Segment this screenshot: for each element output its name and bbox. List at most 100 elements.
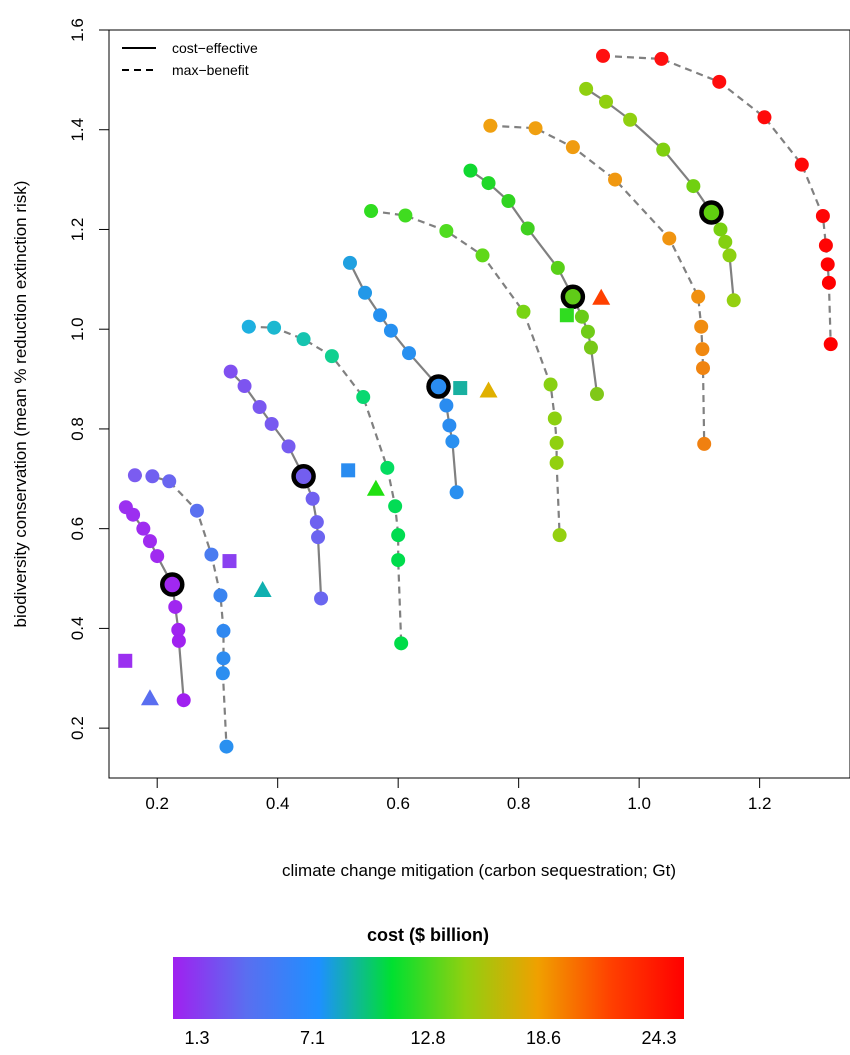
x-tick-label: 1.0 <box>627 794 651 813</box>
triangle-point <box>592 288 611 305</box>
highlighted-point <box>699 200 724 225</box>
data-point <box>552 528 567 543</box>
series-line-5 <box>349 262 458 493</box>
data-point <box>189 503 204 518</box>
data-point <box>204 547 219 562</box>
square-point <box>118 653 133 668</box>
colorbar-tick-label: 1.3 <box>184 1028 209 1048</box>
x-axis-label: climate change mitigation (carbon seques… <box>282 861 676 880</box>
data-point <box>281 439 296 454</box>
data-point <box>219 739 234 754</box>
y-tick-label: 1.6 <box>68 18 87 42</box>
y-tick-label: 1.2 <box>68 218 87 242</box>
data-point <box>342 255 357 270</box>
data-point <box>475 248 490 263</box>
data-point <box>364 204 379 219</box>
data-point <box>501 194 516 209</box>
data-point <box>697 436 712 451</box>
data-point <box>216 623 231 638</box>
series-line-7 <box>469 169 599 395</box>
triangle-point <box>253 581 272 598</box>
data-point <box>608 172 623 187</box>
series-line-4 <box>370 209 561 536</box>
data-point <box>237 379 252 394</box>
data-point <box>314 591 329 606</box>
data-point <box>818 238 833 253</box>
data-point <box>483 118 498 133</box>
data-point <box>686 179 701 194</box>
highlighted-point <box>426 374 451 399</box>
data-point <box>223 364 238 379</box>
data-point <box>583 340 598 355</box>
x-axis: 0.2 0.4 0.6 0.8 1.0 1.2 <box>145 777 771 813</box>
data-point <box>550 260 565 275</box>
data-point <box>311 530 326 545</box>
series-line-8 <box>602 54 832 345</box>
data-point <box>823 337 838 352</box>
series-line-0 <box>134 474 228 747</box>
data-point <box>391 528 406 543</box>
data-point <box>402 346 417 361</box>
data-point <box>168 599 183 614</box>
data-point <box>127 468 142 483</box>
data-point <box>449 485 464 500</box>
data-point <box>623 112 638 127</box>
highlighted-point <box>160 572 185 597</box>
data-point <box>241 319 256 334</box>
data-point <box>309 515 324 530</box>
data-point <box>520 221 535 236</box>
special-markers <box>118 200 724 706</box>
data-point <box>726 293 741 308</box>
series-line-6 <box>490 124 706 444</box>
series-line-9 <box>585 87 735 301</box>
highlighted-point <box>560 284 586 310</box>
data-point <box>694 319 709 334</box>
data-point <box>356 390 371 405</box>
data-point <box>718 234 733 249</box>
data-point <box>821 275 836 290</box>
legend: cost−effective max−benefit <box>122 40 258 78</box>
triangle-point <box>366 479 385 496</box>
data-point <box>722 248 737 263</box>
data-point <box>794 157 809 172</box>
legend-label: cost−effective <box>172 40 258 56</box>
triangle-point <box>140 689 159 706</box>
colorbar-tick-labels: 1.3 7.1 12.8 18.6 24.3 <box>184 1028 676 1048</box>
x-tick-label: 0.2 <box>145 794 169 813</box>
data-point <box>596 48 610 63</box>
colorbar-tick-label: 18.6 <box>526 1028 561 1048</box>
data-point <box>252 399 267 414</box>
data-point <box>654 51 669 66</box>
data-point <box>695 342 710 357</box>
data-point <box>383 323 398 338</box>
data-point <box>691 289 706 304</box>
data-point <box>442 418 457 433</box>
data-point <box>145 469 160 484</box>
y-tick-label: 0.4 <box>68 617 87 641</box>
data-point <box>712 74 727 89</box>
y-tick-label: 1.4 <box>68 118 87 142</box>
data-point <box>656 142 671 157</box>
data-point <box>267 320 282 335</box>
triangle-point <box>479 381 498 398</box>
legend-label: max−benefit <box>172 62 249 78</box>
colorbar <box>173 957 684 1019</box>
y-tick-label: 1.0 <box>68 317 87 341</box>
data-point <box>176 693 191 708</box>
highlighted-point <box>291 464 316 489</box>
x-tick-label: 0.6 <box>386 794 410 813</box>
data-point <box>815 209 830 224</box>
series-line-2 <box>248 325 403 644</box>
series-line-3 <box>229 370 323 599</box>
data-point <box>599 94 614 109</box>
data-point <box>150 549 165 564</box>
data-point <box>463 163 478 178</box>
data-point <box>696 361 711 376</box>
data-point <box>213 588 228 603</box>
x-tick-label: 0.4 <box>266 794 290 813</box>
y-axis-label: biodiversity conservation (mean % reduct… <box>11 181 30 628</box>
y-axis: 0.2 0.4 0.6 0.8 1.0 1.2 1.4 1.6 <box>68 18 110 740</box>
data-point <box>216 651 231 666</box>
data-point <box>820 257 835 272</box>
y-tick-label: 0.2 <box>68 716 87 740</box>
